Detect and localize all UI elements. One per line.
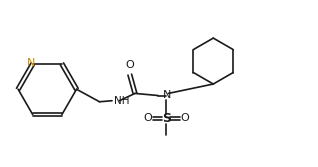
Text: O: O xyxy=(181,113,190,123)
Text: S: S xyxy=(162,112,171,125)
Text: O: O xyxy=(143,113,152,123)
Text: O: O xyxy=(125,60,134,70)
Text: N: N xyxy=(26,58,35,68)
Text: N: N xyxy=(163,90,171,100)
Text: NH: NH xyxy=(114,96,130,106)
